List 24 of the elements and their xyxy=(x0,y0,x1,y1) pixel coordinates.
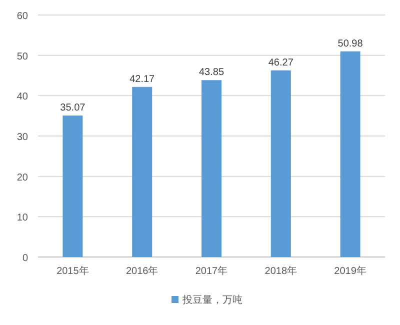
legend-label: 投豆量，万吨 xyxy=(182,294,242,306)
y-tick-label: 50 xyxy=(16,51,28,62)
x-tick-label: 2018年 xyxy=(264,265,298,277)
y-tick-label: 10 xyxy=(16,212,28,224)
bar xyxy=(340,51,360,257)
y-tick-label: 20 xyxy=(16,172,28,184)
bar xyxy=(62,116,83,257)
y-tick-label: 30 xyxy=(16,132,28,143)
y-tick-label: 40 xyxy=(16,92,28,103)
x-tick-label: 2016年 xyxy=(126,265,158,277)
data-label: 46.27 xyxy=(268,57,294,68)
y-tick-label: 0 xyxy=(22,253,28,264)
data-label: 35.07 xyxy=(60,102,86,114)
x-tick-label: 2015年 xyxy=(56,265,89,277)
y-tick-label: 60 xyxy=(16,11,28,22)
data-label: 50.98 xyxy=(338,38,364,50)
x-tick-label: 2017年 xyxy=(195,265,228,277)
bar xyxy=(270,70,291,257)
data-label: 42.17 xyxy=(130,74,156,85)
bar xyxy=(132,86,152,257)
x-tick-label: 2019年 xyxy=(334,265,366,277)
legend: 投豆量，万吨 xyxy=(172,295,242,306)
data-label: 43.85 xyxy=(198,67,224,78)
bar xyxy=(202,80,222,257)
